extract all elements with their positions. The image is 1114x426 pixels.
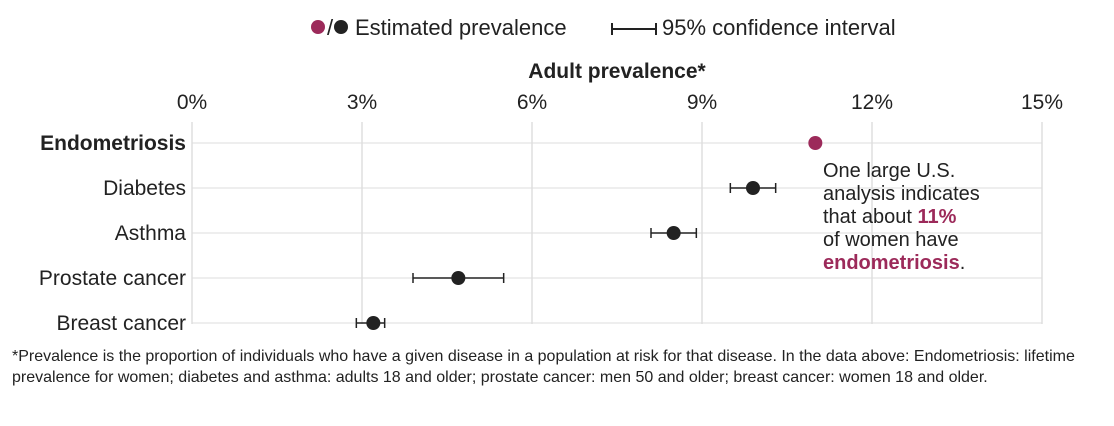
category-labels: Endometriosis Diabetes Asthma Prostate canc… <box>39 132 186 335</box>
category-label: Breast cancer <box>56 312 186 335</box>
legend-default-dot <box>334 20 348 34</box>
legend-point-label: Estimated prevalence <box>355 15 567 40</box>
x-tick-label: 6% <box>517 91 547 114</box>
x-tick-label: 12% <box>851 91 893 114</box>
legend-separator: / <box>327 15 334 40</box>
data-point <box>666 226 681 240</box>
annotation-line-3: that about 11% <box>823 206 1023 229</box>
x-tick-label: 3% <box>347 91 377 114</box>
annotation-value: 11% <box>917 206 957 228</box>
x-axis-ticks: 0% 3% 6% 9% 12% 15% <box>177 91 1063 114</box>
x-tick-label: 0% <box>177 91 207 114</box>
category-label: Diabetes <box>103 177 186 200</box>
category-label: Prostate cancer <box>39 267 186 290</box>
footnote: *Prevalence is the proportion of individ… <box>12 348 1075 386</box>
category-label: Endometriosis <box>40 132 186 155</box>
data-marks <box>355 136 823 330</box>
prevalence-chart: / Estimated prevalence 95% confidence in… <box>39 15 1063 335</box>
annotation-disease: endometriosis <box>823 252 960 274</box>
annotation-note: One large U.S. analysis indicates that a… <box>823 160 1023 275</box>
x-tick-label: 9% <box>687 91 717 114</box>
annotation-line-4: of women have <box>823 229 959 251</box>
annotation-line-5-suffix: . <box>959 252 966 274</box>
annotation-line-5: endometriosis. <box>823 252 1023 275</box>
annotation-line-2: analysis indicates <box>823 183 980 205</box>
data-point <box>366 316 381 330</box>
chart-title: Adult prevalence* <box>528 60 706 83</box>
data-point <box>808 136 823 150</box>
category-label: Asthma <box>115 222 187 245</box>
x-tick-label: 15% <box>1021 91 1063 114</box>
data-point <box>451 271 466 285</box>
grid <box>191 122 1043 324</box>
legend-highlight-dot <box>311 20 325 34</box>
annotation-line-3-prefix: that about <box>823 206 918 228</box>
data-point <box>746 181 760 195</box>
legend-ci-label: 95% confidence interval <box>662 15 896 40</box>
annotation-line-1: One large U.S. <box>823 160 956 182</box>
legend: / Estimated prevalence 95% confidence in… <box>311 15 896 40</box>
